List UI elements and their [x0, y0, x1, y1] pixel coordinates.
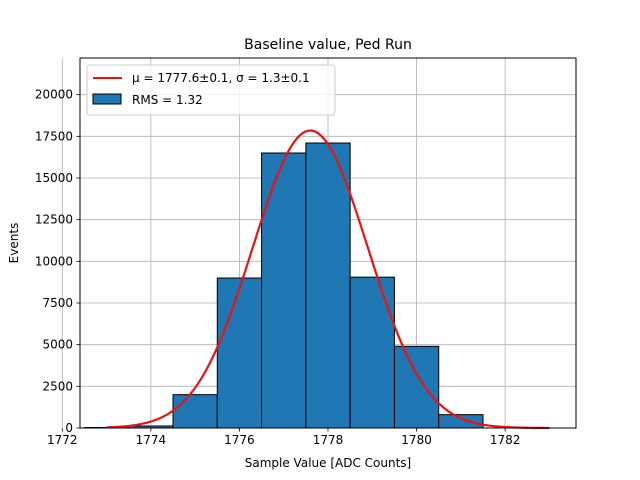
legend: μ = 1777.6±0.1, σ = 1.3±0.1 RMS = 1.32	[86, 64, 336, 116]
histogram-bar	[216, 277, 263, 429]
histogram-bar	[393, 345, 440, 429]
gaussian-fit-line	[106, 129, 550, 430]
y-tick-label: 20000	[35, 88, 73, 102]
histogram-bar	[261, 152, 307, 429]
legend-box	[86, 64, 336, 116]
legend-fit-label: μ = 1777.6±0.1, σ = 1.3±0.1	[132, 71, 310, 85]
y-tick-label: 5000	[42, 338, 73, 352]
x-tick-label: 1772	[47, 433, 78, 447]
x-tick-label: 1782	[490, 433, 521, 447]
legend-hist-swatch	[92, 93, 122, 105]
histogram-bar	[438, 414, 484, 429]
y-tick-label: 7500	[42, 296, 73, 310]
histogram-bar	[305, 142, 351, 429]
x-tick-label: 1776	[224, 433, 255, 447]
legend-hist-label: RMS = 1.32	[132, 93, 203, 107]
x-tick-label: 1774	[136, 433, 167, 447]
histogram-bar	[349, 276, 395, 429]
y-tick-label: 12500	[35, 213, 73, 227]
histogram-bar	[172, 394, 218, 429]
x-axis-label: Sample Value [ADC Counts]	[245, 456, 411, 470]
y-tick-label: 15000	[35, 171, 73, 185]
y-tick-label: 10000	[35, 254, 73, 268]
y-tick-label: 2500	[42, 379, 73, 393]
x-tick-label: 1778	[313, 433, 344, 447]
x-tick-label: 1780	[401, 433, 432, 447]
chart-title: Baseline value, Ped Run	[244, 37, 412, 53]
y-tick-label: 17500	[35, 129, 73, 143]
y-axis-label: Events	[7, 223, 21, 264]
y-tick-label: 0	[65, 421, 73, 435]
